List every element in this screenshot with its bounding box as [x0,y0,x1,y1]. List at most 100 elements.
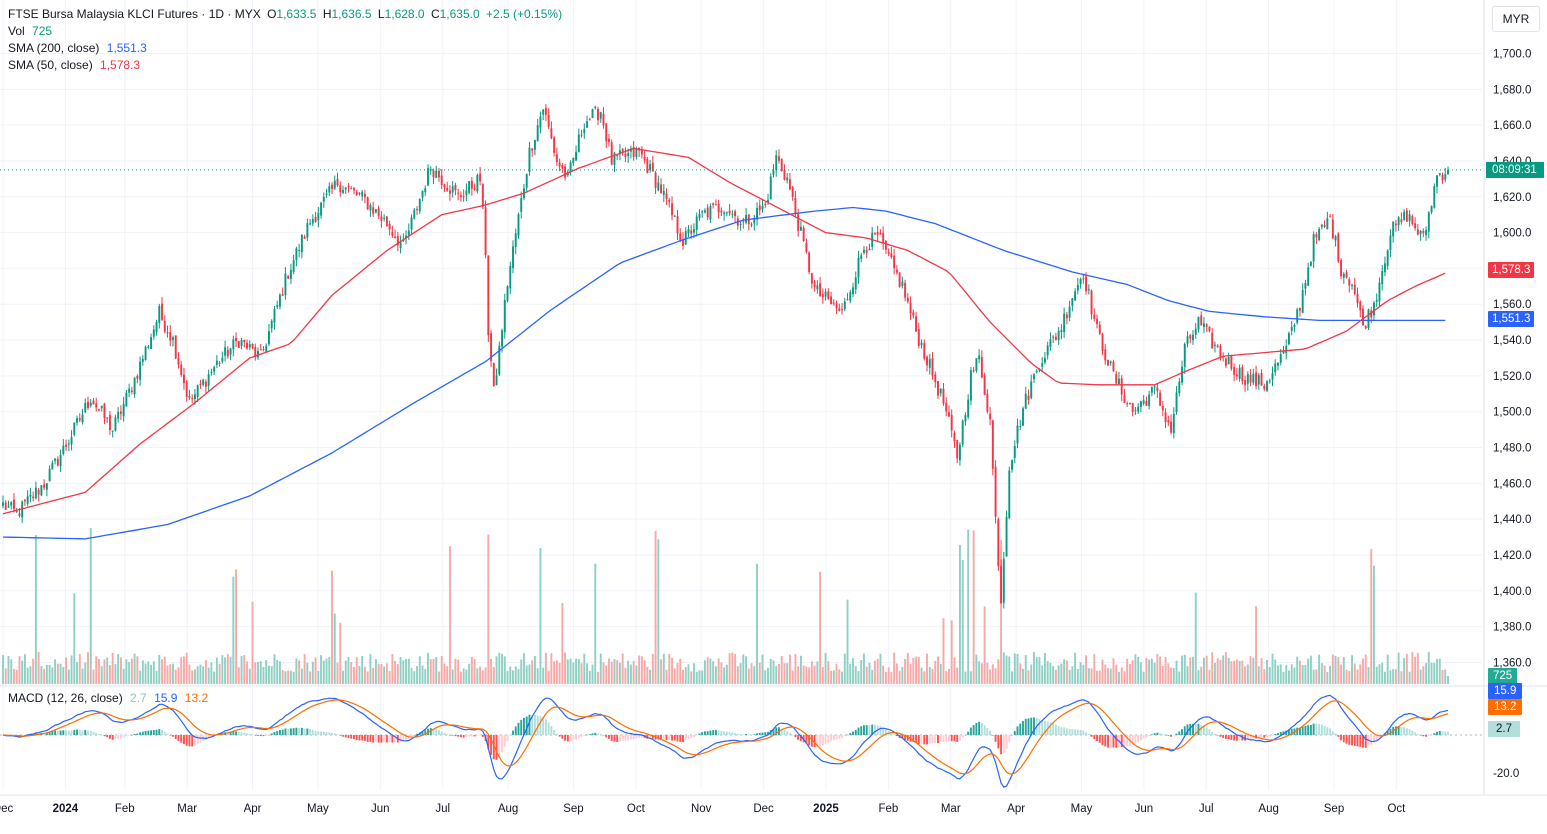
sma200-line [2,206,1446,540]
candle [525,173,528,193]
candle-body [396,236,399,246]
volume-bar [287,670,290,684]
macd-hist-bar [166,733,169,735]
sma50-legend[interactable]: SMA (50, close) 1,578.3 [8,57,140,74]
candle-body [1150,386,1153,393]
volume-bar [725,664,728,684]
candle [366,196,369,211]
macd-hist-bar [846,734,849,736]
time-tick-label: 2024 [53,803,79,815]
macd-hist-bar [509,735,512,736]
macd-hist-bar [1397,726,1400,735]
candle-body [1057,330,1060,341]
volume-bar [446,666,449,684]
candle-body [114,417,117,431]
candle-body [468,180,471,193]
candle [34,481,37,500]
volume-bar [276,660,279,684]
macd-hist-bar [597,733,599,735]
candle-body [295,248,298,260]
volume-legend[interactable]: Vol 725 [8,23,52,40]
candle [1068,300,1071,322]
volume-bar [1011,671,1013,684]
volume-bar [342,670,344,684]
candle [980,350,983,379]
macd-hist-bar [1227,735,1230,740]
candle-body [1071,298,1074,306]
volume-bar [816,661,819,684]
candle-body [775,155,778,171]
time-tick-label: Nov [691,803,712,815]
macd-hist-bar [1011,735,1013,737]
candle [1441,172,1444,184]
volume-bar [1043,653,1046,684]
macd-hist-bar [257,735,259,736]
candle-body [1326,218,1329,230]
volume-bar [1126,658,1129,684]
macd-hist-bar [355,735,358,740]
macd-hist-bar [1427,735,1430,736]
volume-bar [29,666,32,684]
candle-body [882,233,885,243]
volume-bar [1219,659,1222,684]
candle [1271,366,1274,387]
currency-selector[interactable]: MYR [1492,6,1540,32]
macd-hist-bar [857,727,860,735]
volume-bar [2,655,4,684]
candle-body [4,502,7,510]
candle-body [1370,310,1373,318]
candle [303,234,306,239]
candle [465,183,468,202]
candle-body [76,418,78,423]
candle-body [196,385,199,397]
volume-bar [1411,652,1414,684]
candle [265,343,268,353]
candle [857,250,860,284]
candle [786,173,789,184]
macd-line-tag: 15.9 [1488,683,1523,699]
candle [284,267,287,300]
candle [473,183,476,191]
candle [1203,317,1205,334]
macd-hist-bar [1362,735,1364,748]
macd-hist-bar [139,732,142,735]
volume-bar [1022,668,1024,684]
candle [698,209,701,221]
candle [618,144,621,161]
volume-bar [588,670,591,684]
price-tick-label: 1,420.0 [1493,550,1531,562]
volume-bar [207,667,210,684]
candle [547,108,550,129]
macd-hist-bar [1353,735,1356,746]
candle-body [1419,230,1422,235]
candle-body [1337,233,1340,262]
macd-hist-bar [451,735,454,736]
candle-body [980,357,983,378]
candle [747,214,750,231]
price-tick-label: 1,440.0 [1493,514,1531,526]
candle [1145,396,1148,406]
volume-bar [325,658,328,684]
candle [98,408,100,412]
candle [248,340,251,351]
volume-bar [1013,653,1016,684]
candle-body [791,187,794,197]
macd-hist-bar [627,735,630,741]
macd-hist-bar [1213,733,1216,735]
candle [684,227,687,245]
macd-legend[interactable]: MACD (12, 26, close) 2.7 15.9 13.2 [8,690,208,707]
macd-hist-bar [745,734,748,735]
candle [1351,283,1353,290]
candle-body [1235,374,1238,377]
symbol-title[interactable]: FTSE Bursa Malaysia KLCI Futures · 1D · … [8,7,261,21]
macd-hist-bar [610,735,613,742]
candle [687,225,690,237]
macd-hist-bar [852,731,854,735]
candle [805,238,808,254]
sma200-legend[interactable]: SMA (200, close) 1,551.3 [8,40,147,57]
candle [410,214,413,234]
candle-body [1312,234,1315,262]
candle-body [1205,324,1208,327]
volume-bar [1367,667,1370,684]
